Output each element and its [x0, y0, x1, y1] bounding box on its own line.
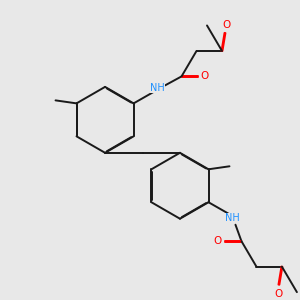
Text: NH: NH [150, 83, 165, 93]
Text: O: O [213, 236, 222, 246]
Text: O: O [200, 71, 209, 81]
Text: O: O [222, 20, 231, 30]
Text: O: O [275, 289, 283, 298]
Text: NH: NH [225, 213, 240, 223]
